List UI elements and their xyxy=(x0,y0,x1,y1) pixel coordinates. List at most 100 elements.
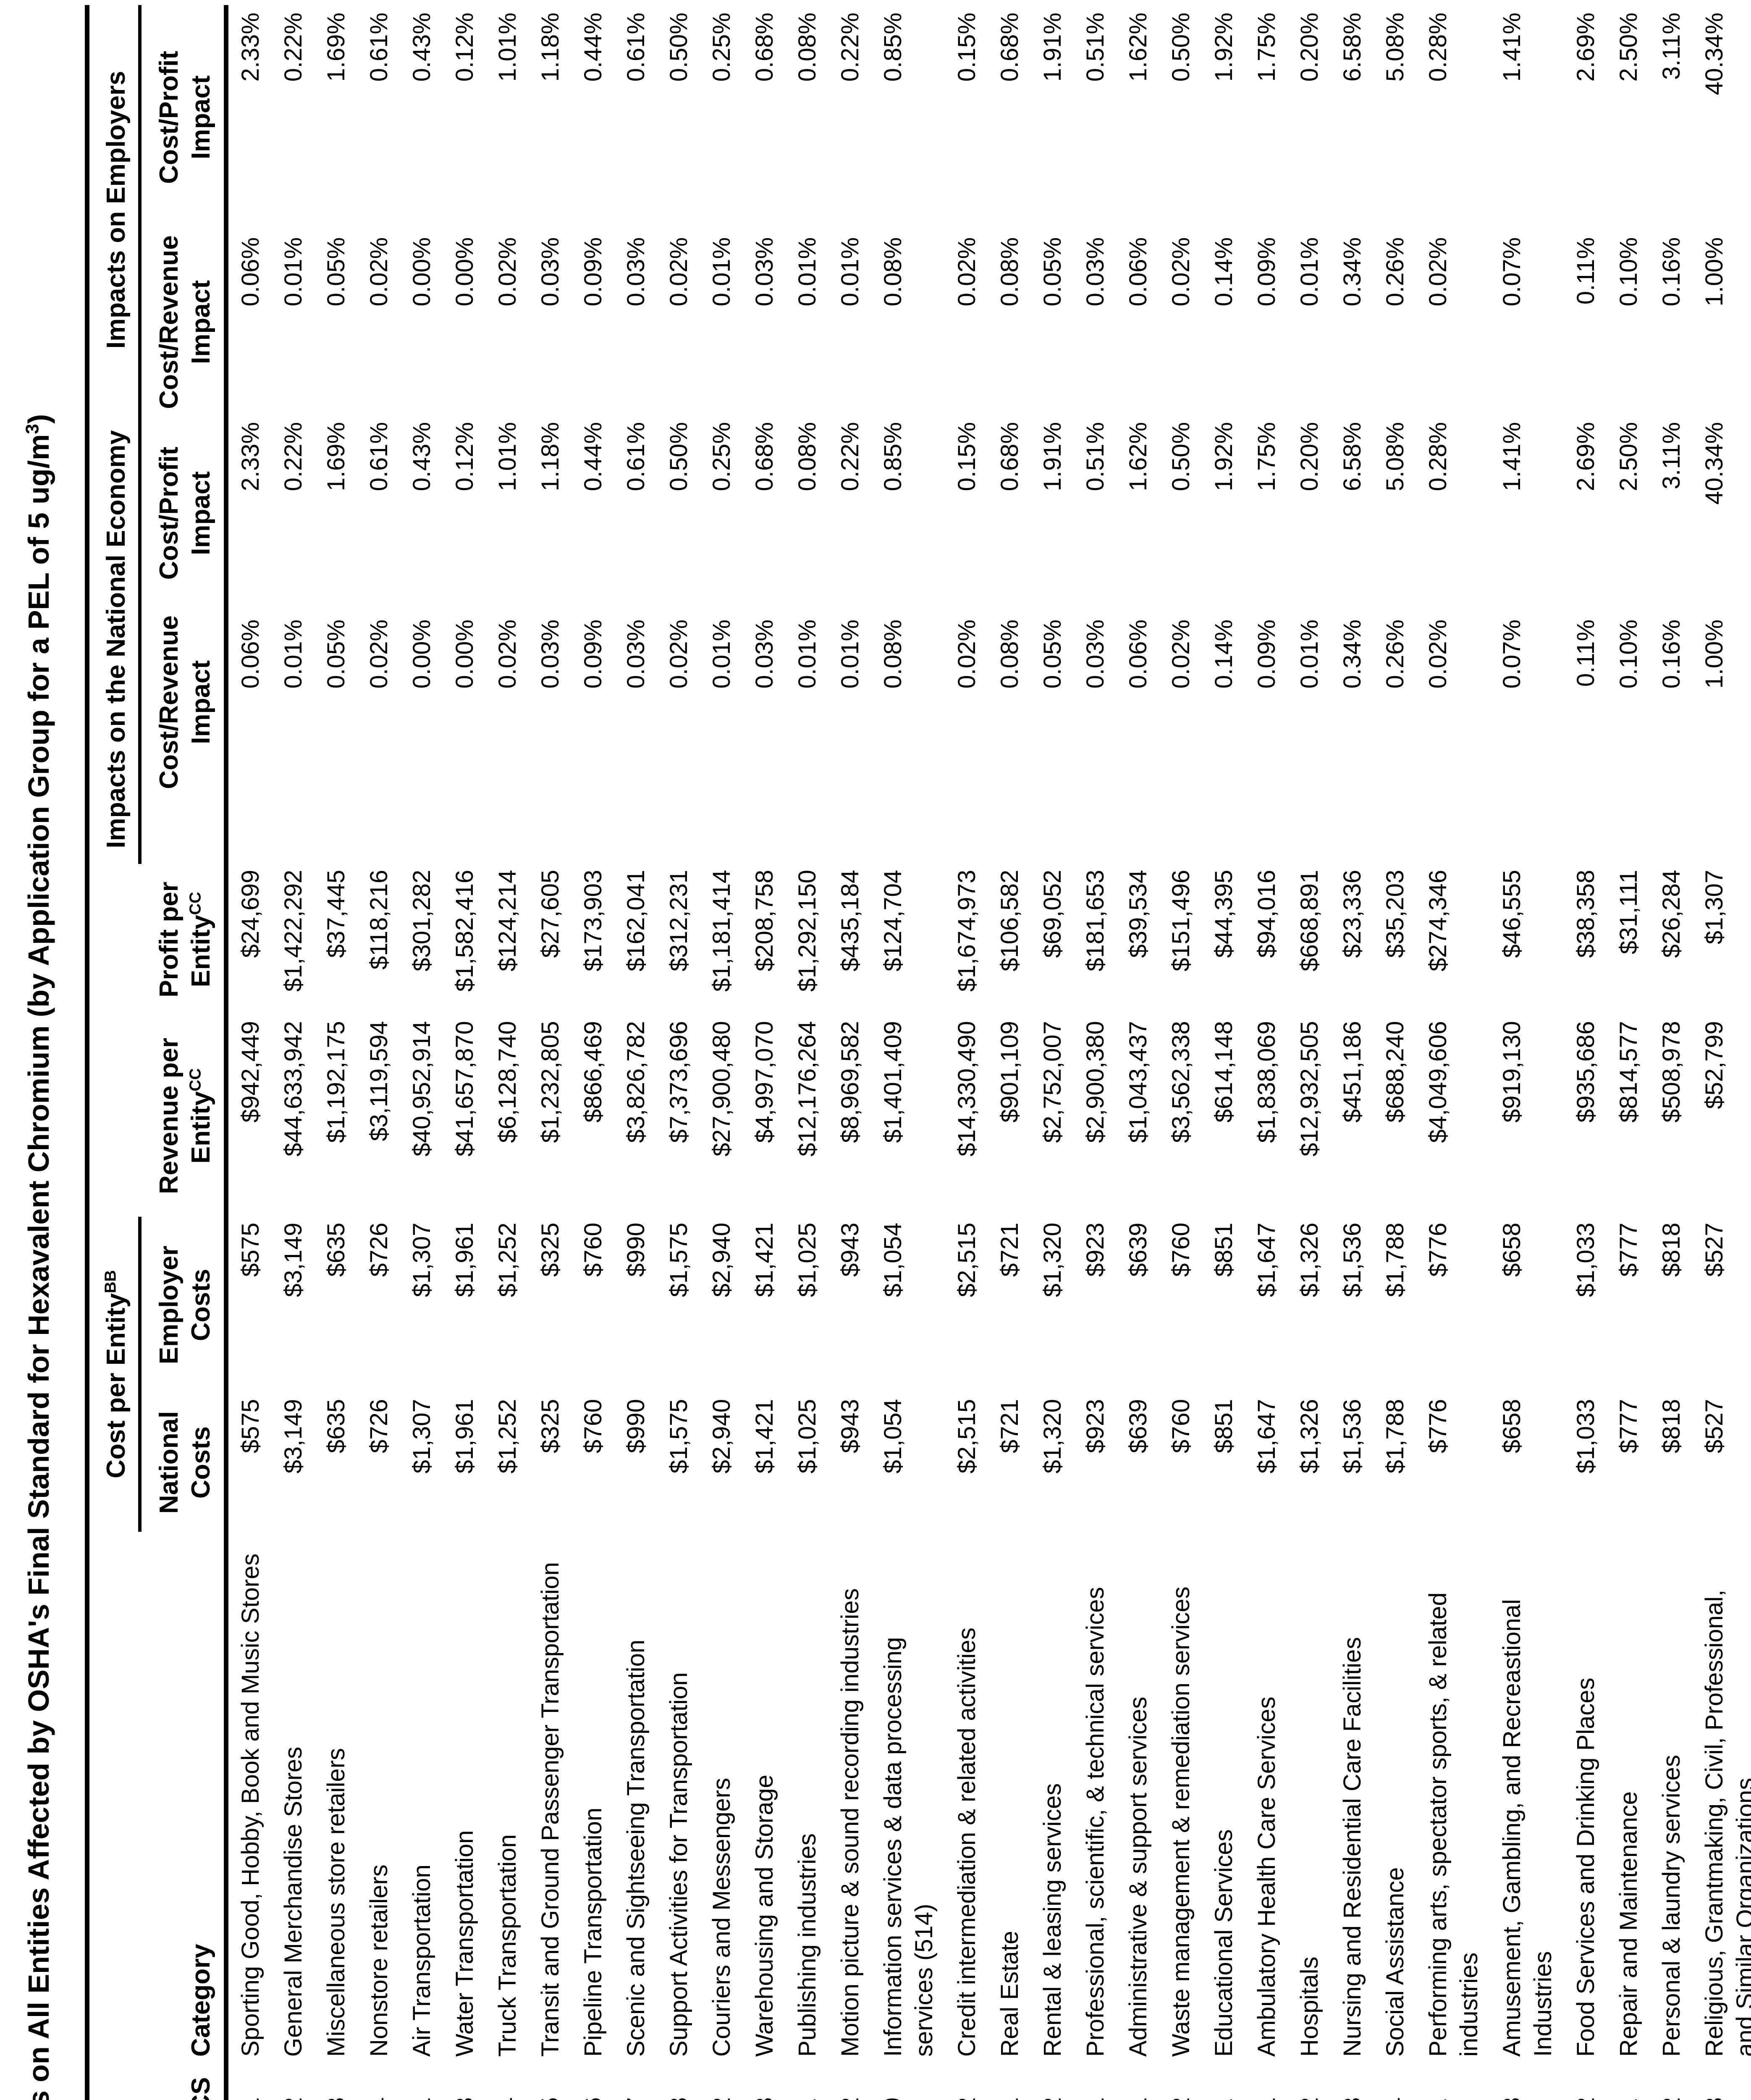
cell-naics: 812 xyxy=(1649,2057,1692,2100)
cell-profit-per-entity: $124,704 xyxy=(879,869,907,971)
cell-revenue-per-entity: $814,577 xyxy=(1615,1021,1642,1123)
cell-employer-costs: $325 xyxy=(537,1222,564,1277)
cell-profit-per-entity: $37,445 xyxy=(322,869,350,958)
spanner-cost-per-entity-text: Cost per Entity xyxy=(102,1293,131,1478)
cell-profit-per-entity: $27,605 xyxy=(537,869,564,958)
col-header-category: Category xyxy=(140,1532,226,2057)
spanner-impacts-national-text: Impacts on the National Economy xyxy=(102,430,131,848)
cell-cost-profit-national: 0.68% xyxy=(751,422,778,491)
cell-naics: 722 xyxy=(1564,2057,1607,2100)
cell-revenue-per-entity: $901,109 xyxy=(996,1021,1023,1123)
cell-category: Social Assistance xyxy=(1381,1867,1409,2057)
cell-employer-costs: $1,788 xyxy=(1381,1222,1409,1297)
cell-cost-revenue-employers: 0.00% xyxy=(451,237,478,307)
cell-cost-revenue-employers: 0.08% xyxy=(996,237,1023,307)
cell-cost-revenue-employers: 0.09% xyxy=(579,237,607,307)
cell-cost-profit-employers: 0.43% xyxy=(408,12,435,82)
cell-cost-profit-national: 0.20% xyxy=(1296,422,1323,491)
cell-cost-profit-national: 0.51% xyxy=(1082,422,1109,491)
cell-national-costs: $639 xyxy=(1125,1399,1152,1454)
cell-cost-profit-national: 2.33% xyxy=(237,422,264,491)
cell-cost-profit-national: 0.61% xyxy=(622,422,650,491)
cell-category: Transit and Ground Passenger Transportat… xyxy=(537,1562,564,2057)
cell-naics: 623 xyxy=(1330,2057,1373,2100)
table-row: 451 Sporting Good, Hobby, Book and Music… xyxy=(226,5,272,2100)
cell-revenue-per-entity: $52,799 xyxy=(1701,1021,1728,1109)
cell-profit-per-entity: $1,292,150 xyxy=(794,869,821,992)
cell-naics: 454 xyxy=(357,2057,400,2100)
cell-cost-profit-employers: 0.08% xyxy=(794,12,821,82)
table-row: 813 Religious, Grantmaking, Civil, Profe… xyxy=(1692,5,1751,2100)
cell-national-costs: $658 xyxy=(1498,1399,1526,1454)
cell-category: Personal & laundry services xyxy=(1658,1755,1685,2057)
cell-national-costs: $760 xyxy=(579,1399,607,1454)
cell-naics: 484 xyxy=(485,2057,528,2100)
cell-cost-profit-national: 3.11% xyxy=(1658,422,1685,490)
cell-category: General Merchandise Stores xyxy=(280,1746,307,2057)
cell-cost-revenue-employers: 0.05% xyxy=(322,237,350,307)
cell-employer-costs: $1,961 xyxy=(451,1222,478,1297)
cell-cost-profit-employers: 0.51% xyxy=(1082,12,1109,82)
cell-gap xyxy=(314,793,357,864)
cell-category: Performing arts, spectator sports, & rel… xyxy=(1424,1592,1483,2057)
cell-profit-per-entity: $312,231 xyxy=(665,869,692,971)
cell-revenue-per-entity: $27,900,480 xyxy=(708,1021,735,1157)
cell-category: Motion picture & sound recording industr… xyxy=(836,1588,864,2057)
cell-cost-profit-national: 1.91% xyxy=(1039,422,1066,491)
cell-revenue-per-entity: $1,838,069 xyxy=(1253,1021,1280,1143)
col-header-cost-revenue-national: Cost/Revenue Impact xyxy=(140,612,226,793)
cell-category: Waste management & remediation services xyxy=(1167,1586,1195,2057)
cell-employer-costs: $990 xyxy=(622,1222,650,1277)
cell-cost-revenue-national: 0.00% xyxy=(451,619,478,689)
cell-revenue-per-entity: $919,130 xyxy=(1498,1021,1526,1123)
cell-naics: 711 xyxy=(1416,2057,1490,2100)
cell-naics: 622 xyxy=(1287,2057,1330,2100)
page-title: Table VIII-7. Economic Impacts on All En… xyxy=(22,8,55,2100)
cell-national-costs: $635 xyxy=(322,1399,350,1454)
cell-profit-per-entity: $23,336 xyxy=(1339,869,1366,958)
cell-cost-profit-national: 0.22% xyxy=(280,422,307,491)
cell-cost-revenue-national: 0.02% xyxy=(365,619,393,689)
cell-national-costs: $760 xyxy=(1167,1399,1195,1454)
cell-naics: 485 xyxy=(528,2057,571,2100)
cell-profit-per-entity: $26,284 xyxy=(1658,869,1685,958)
cell-revenue-per-entity: $4,997,070 xyxy=(751,1021,778,1143)
cell-employer-costs: $1,320 xyxy=(1039,1222,1066,1297)
cell-cost-revenue-national: 0.02% xyxy=(953,619,980,689)
table-row: 711 Performing arts, spectator sports, &… xyxy=(1416,5,1490,2100)
cell-profit-per-entity: $124,214 xyxy=(494,869,521,971)
cell-cost-profit-employers: 0.50% xyxy=(1167,12,1195,82)
cell-profit-per-entity: $1,582,416 xyxy=(451,869,478,992)
cell-national-costs: $1,025 xyxy=(794,1399,821,1474)
cell-revenue-per-entity: $451,186 xyxy=(1339,1021,1366,1123)
cell-cost-revenue-employers: 0.03% xyxy=(537,237,564,307)
cell-cost-profit-employers: 0.22% xyxy=(280,12,307,82)
cell-cost-profit-employers: 0.85% xyxy=(879,12,907,82)
cell-profit-per-entity: $106,582 xyxy=(996,869,1023,971)
cell-cost-revenue-national: 0.26% xyxy=(1381,619,1409,689)
cell-national-costs: $1,320 xyxy=(1039,1399,1066,1474)
spanner-cost-per-entity: Cost per EntityBB xyxy=(87,1216,140,1532)
col-header-profit-per-entity: Profit per EntityCC xyxy=(140,864,226,1015)
cell-cost-revenue-national: 0.01% xyxy=(836,619,864,689)
cell-gap xyxy=(700,793,742,864)
cell-cost-revenue-employers: 0.02% xyxy=(1424,237,1452,307)
cell-naics: 481 xyxy=(400,2057,443,2100)
cell-cost-revenue-national: 0.09% xyxy=(1253,619,1280,689)
cell-cost-revenue-national: 0.01% xyxy=(280,619,307,689)
cell-national-costs: $2,940 xyxy=(708,1399,735,1474)
column-header-row: Application Group NAICS Category Nationa… xyxy=(140,5,226,2100)
spanner-impacts-national-economy: Impacts on the National Economy xyxy=(87,414,140,864)
cell-national-costs: $1,054 xyxy=(879,1399,907,1474)
cell-naics: 624 xyxy=(1373,2057,1416,2100)
cell-cost-revenue-national: 0.14% xyxy=(1210,619,1237,689)
table-row: 532 Rental & leasing services $1,320 $1,… xyxy=(1030,5,1073,2100)
cell-naics: 531 xyxy=(988,2057,1030,2100)
cell-cost-revenue-employers: 0.02% xyxy=(665,237,692,307)
cell-cost-revenue-employers: 0.09% xyxy=(1253,237,1280,307)
cell-revenue-per-entity: $14,330,490 xyxy=(953,1021,980,1157)
cell-category: Hospitals xyxy=(1296,1956,1323,2057)
cell-cost-revenue-national: 0.03% xyxy=(1082,619,1109,689)
cell-cost-revenue-employers: 0.01% xyxy=(794,237,821,307)
cell-employer-costs: $1,575 xyxy=(665,1222,692,1297)
